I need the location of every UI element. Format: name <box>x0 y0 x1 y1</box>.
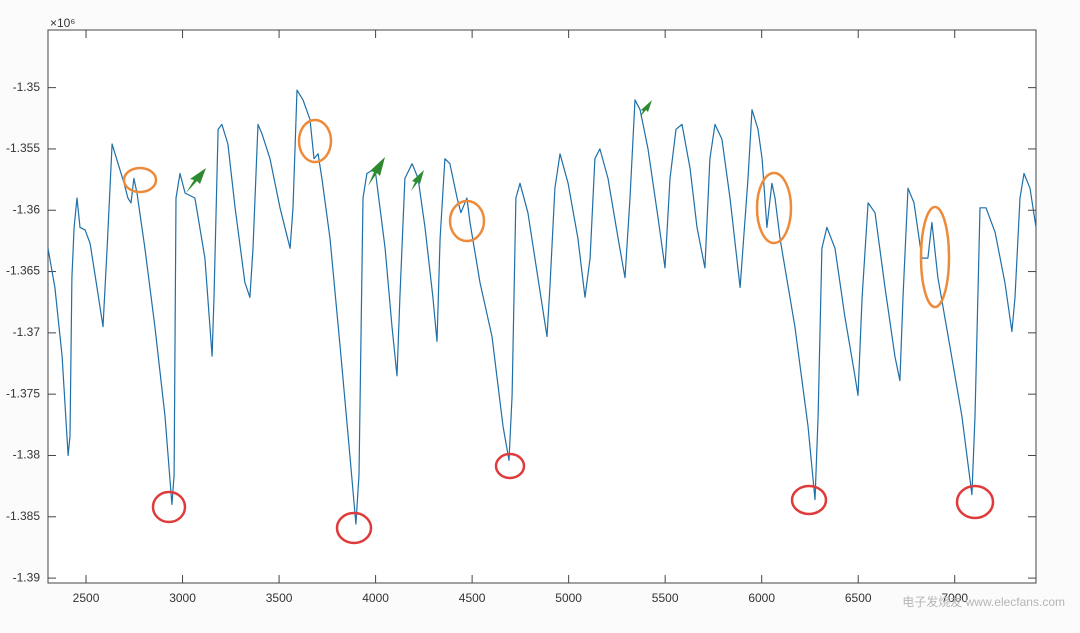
red-circle <box>494 452 526 480</box>
y-tick-label: -1.385 <box>6 509 40 523</box>
orange-ellipse <box>919 205 951 309</box>
y-tick-label: -1.39 <box>13 570 41 584</box>
red-circle <box>790 484 828 516</box>
y-tick-label: -1.355 <box>6 141 40 155</box>
signal-line <box>47 89 1037 525</box>
y-tick-label: -1.37 <box>13 325 41 339</box>
x-tick-label: 2500 <box>73 591 100 605</box>
y-tick-label: -1.365 <box>6 264 40 278</box>
annotations <box>122 100 995 545</box>
y-tick-label: -1.38 <box>13 448 41 462</box>
y-tick-label: -1.35 <box>13 80 41 94</box>
red-circle <box>335 511 373 545</box>
orange-ellipse <box>122 166 158 194</box>
x-tick-label: 4000 <box>362 591 389 605</box>
red-circle <box>955 484 995 520</box>
green-arrow <box>186 168 206 193</box>
green-arrow <box>411 170 424 191</box>
x-tick-label: 6000 <box>748 591 775 605</box>
red-circle <box>151 490 187 524</box>
orange-ellipse <box>755 171 793 245</box>
y-tick-label: -1.36 <box>13 202 41 216</box>
green-arrow <box>640 100 652 117</box>
x-tick-label: 5000 <box>555 591 582 605</box>
x-tick-label: 4500 <box>459 591 486 605</box>
x-tick-label: 6500 <box>845 591 872 605</box>
x-tick-label: 5500 <box>652 591 679 605</box>
green-arrow <box>368 157 385 186</box>
x-tick-label: 3500 <box>266 591 293 605</box>
exponent-label: ×10⁶ <box>50 16 75 30</box>
watermark: 电子发烧友 www.elecfans.com <box>902 594 1065 609</box>
y-tick-label: -1.375 <box>6 386 40 400</box>
orange-ellipse <box>448 199 486 243</box>
x-tick-label: 7000 <box>941 591 968 605</box>
x-tick-label: 3000 <box>169 591 196 605</box>
orange-ellipse <box>297 118 333 164</box>
